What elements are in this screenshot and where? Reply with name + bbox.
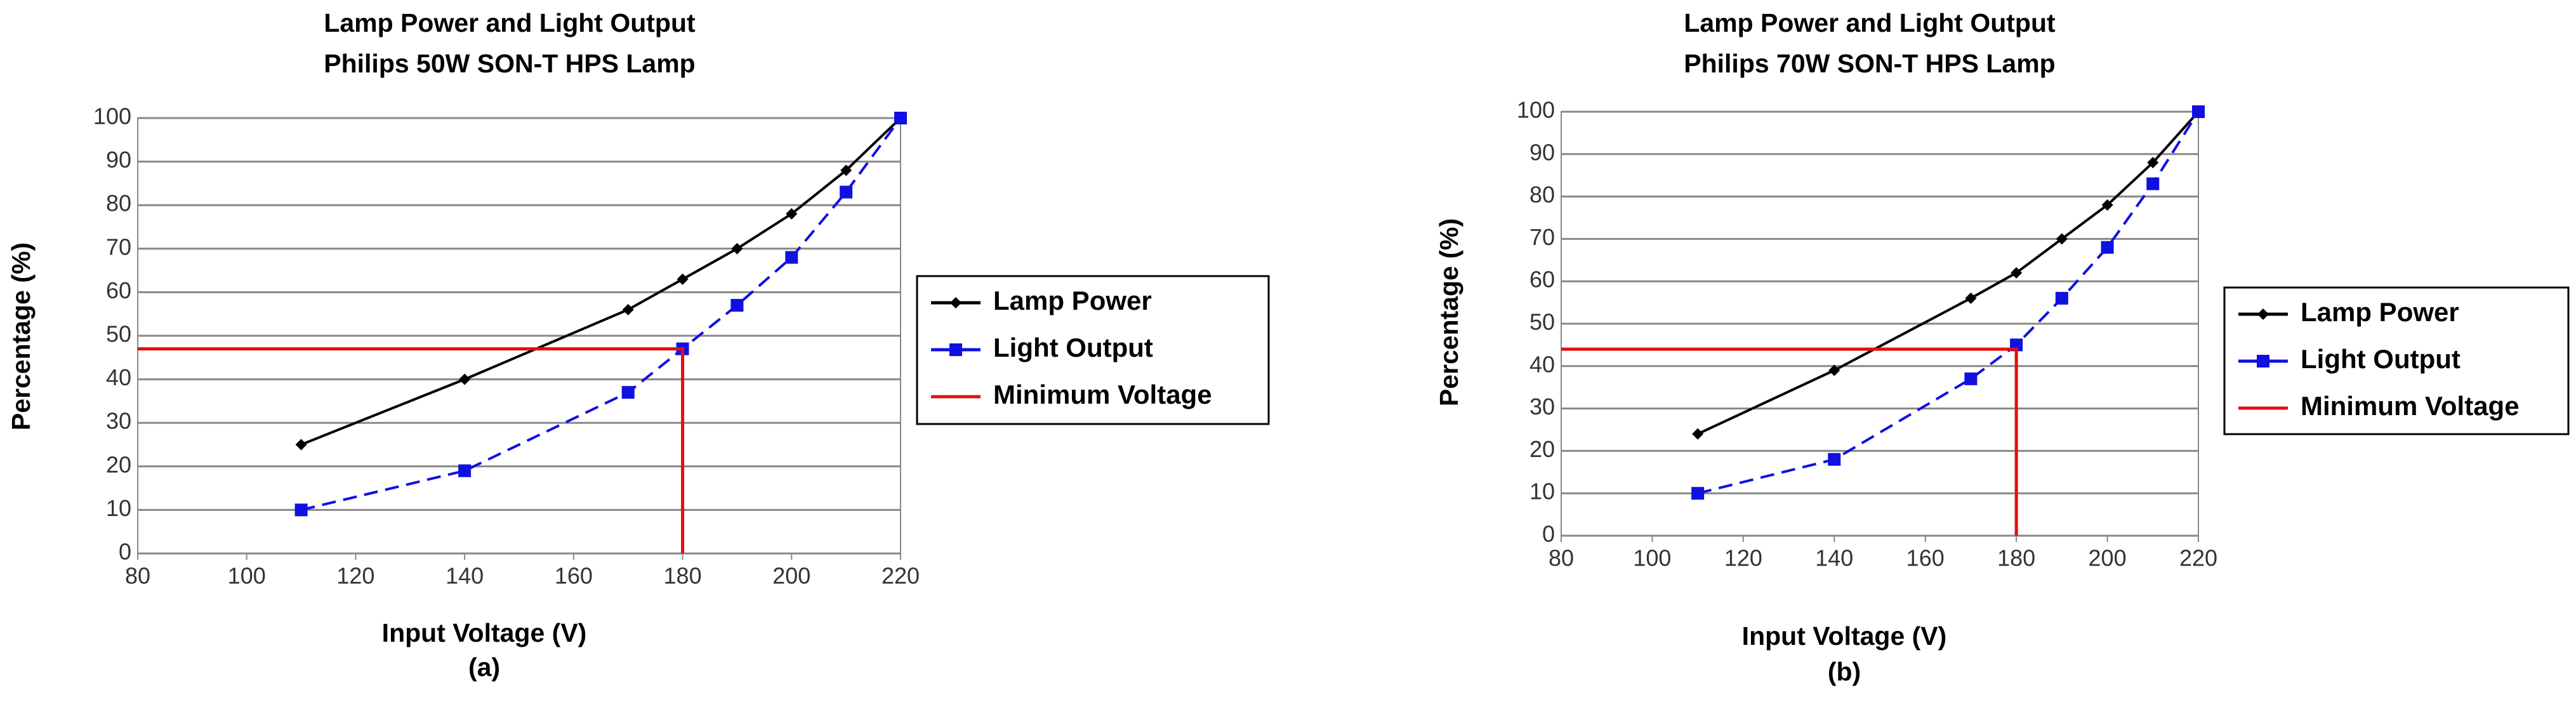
x-tick-label: 100 [228,563,266,589]
data-point [294,503,308,517]
data-point [2101,241,2114,254]
y-tick-label: 20 [1529,436,1555,462]
y-tick-label: 70 [106,234,131,260]
x-tick-label: 120 [336,563,374,589]
y-tick-label: 10 [1529,479,1555,505]
data-point [840,164,852,176]
x-tick-label: 220 [882,563,920,589]
x-tick-label: 80 [125,563,150,589]
data-point [840,185,853,199]
data-point [458,464,472,477]
y-tick-label: 90 [106,147,131,173]
legend-label: Light Output [993,333,1153,362]
data-point [2055,291,2068,305]
y-tick-label: 90 [1529,139,1555,165]
x-axis-label: Input Voltage (V) [382,618,587,647]
x-tick-label: 140 [1815,545,1853,571]
y-tick-label: 60 [106,277,131,303]
y-tick-label: 30 [1529,394,1555,420]
data-point [1828,364,1840,376]
y-tick-label: 0 [1542,521,1555,547]
legend-label: Minimum Voltage [993,380,1212,409]
data-point [1691,487,1705,500]
y-tick-label: 100 [1517,97,1555,123]
y-tick-label: 50 [106,321,131,347]
data-point [459,373,471,385]
x-axis-label: Input Voltage (V) [1742,621,1947,651]
series-line [301,117,902,512]
y-tick-label: 60 [1529,267,1555,293]
x-tick-label: 120 [1724,545,1762,571]
chart-subtitle: Philips 50W SON-T HPS Lamp [324,49,695,78]
caption: (a) [468,652,500,682]
x-tick-label: 180 [664,563,702,589]
chart-title: Lamp Power and Light Output [324,8,696,37]
data-point [2146,177,2160,190]
x-tick-label: 200 [2089,545,2127,571]
data-point [730,298,744,312]
x-tick-label: 160 [555,563,593,589]
data-point [731,242,743,255]
data-point [2011,267,2023,279]
legend-label: Lamp Power [993,286,1152,315]
series-line [300,117,902,446]
data-point [622,303,634,315]
chart-subtitle: Philips 70W SON-T HPS Lamp [1684,49,2055,78]
y-tick-label: 80 [106,190,131,216]
series-line [1561,347,2018,536]
y-tick-label: 50 [1529,309,1555,335]
data-point [894,112,907,124]
data-point [785,251,798,264]
y-axis-label: Percentage (%) [6,242,36,430]
y-axis-label: Percentage (%) [1434,218,1463,406]
y-tick-label: 0 [119,539,131,565]
data-point [677,273,689,285]
series-line [1697,110,2200,435]
series-line [138,347,685,553]
legend-marker [950,297,961,308]
y-tick-label: 70 [1529,224,1555,250]
data-point [621,386,635,399]
data-point [1828,453,1841,466]
x-tick-label: 80 [1549,545,1574,571]
y-tick-label: 10 [106,495,131,521]
legend-label: Lamp Power [2301,297,2459,327]
data-point [1964,372,1978,385]
x-tick-label: 200 [772,563,810,589]
y-tick-label: 100 [93,103,131,129]
data-point [2056,233,2068,245]
legend-label: Light Output [2301,344,2460,374]
x-tick-label: 140 [446,563,484,589]
y-tick-label: 40 [1529,351,1555,377]
chart-title: Lamp Power and Light Output [1684,8,2056,37]
data-point [295,439,307,451]
x-tick-label: 180 [1997,545,2035,571]
x-tick-label: 160 [1906,545,1945,571]
legend-marker [949,343,962,356]
y-tick-label: 20 [106,451,131,477]
legend-marker [2257,355,2269,368]
legend-marker [2257,308,2269,320]
data-point [2147,157,2159,169]
caption: (b) [1828,657,1861,686]
series-line [1697,110,2200,495]
y-tick-label: 40 [106,364,131,390]
legend-label: Minimum Voltage [2301,391,2520,421]
data-point [2192,105,2205,118]
y-tick-label: 30 [106,408,131,434]
x-tick-label: 100 [1633,545,1671,571]
y-tick-label: 80 [1529,182,1555,208]
data-point [2101,199,2113,211]
data-point [1692,428,1704,440]
data-point [786,208,798,220]
data-point [1965,292,1977,304]
x-tick-label: 220 [2179,545,2217,571]
